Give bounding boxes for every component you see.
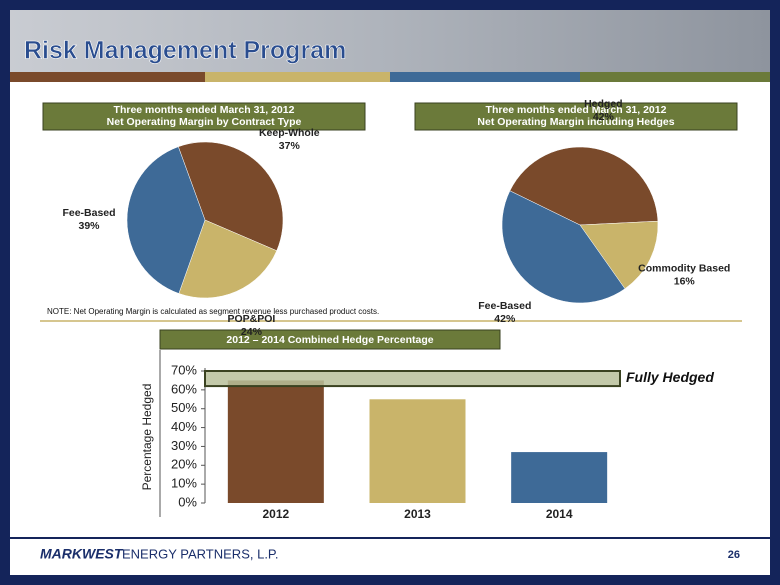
slice-value: 39% <box>78 220 100 232</box>
stripe <box>580 72 770 82</box>
annotation: Fully Hedged <box>626 369 714 385</box>
bar <box>511 452 608 503</box>
y-tick-label: 70% <box>171 362 197 377</box>
pie-slice <box>509 146 659 226</box>
x-tick-label: 2013 <box>404 507 431 521</box>
x-tick-label: 2012 <box>262 507 289 521</box>
company: ENERGY PARTNERS, L.P. <box>122 546 279 561</box>
logo: MARKWEST <box>40 546 124 562</box>
slice-value: 42% <box>494 313 516 325</box>
chart-title: Three months ended March 31, 2012 <box>114 104 295 116</box>
slice-value: 37% <box>279 140 301 152</box>
fully-hedged-band <box>204 370 621 388</box>
bar <box>227 380 324 503</box>
chart-subtitle: Net Operating Margin including Hedges <box>477 116 674 128</box>
pie-slice <box>178 141 284 252</box>
footer-bg <box>10 538 770 575</box>
y-axis-label: Percentage Hedged <box>140 384 154 491</box>
page-number: 26 <box>728 549 740 561</box>
y-tick-label: 40% <box>171 419 197 434</box>
pie-slice <box>579 220 659 290</box>
note: NOTE: Net Operating Margin is calculated… <box>47 307 379 316</box>
header-bg <box>10 10 770 72</box>
y-tick-label: 0% <box>178 494 197 509</box>
y-tick-label: 30% <box>171 438 197 453</box>
stripe <box>205 72 390 82</box>
x-tick-label: 2014 <box>546 507 573 521</box>
chart-subtitle: Net Operating Margin by Contract Type <box>107 116 302 128</box>
slice-value: 42% <box>593 111 615 123</box>
y-tick-label: 20% <box>171 457 197 472</box>
chart-title: Three months ended March 31, 2012 <box>486 104 667 116</box>
slice-label: Fee-Based <box>478 300 531 312</box>
y-tick-label: 10% <box>171 476 197 491</box>
y-tick-label: 60% <box>171 381 197 396</box>
slice-label: Keep-Whole <box>259 127 320 139</box>
bar <box>369 399 466 503</box>
title-box <box>42 102 366 131</box>
slice-value: 16% <box>674 276 696 288</box>
pie-slice <box>126 146 206 294</box>
title-box <box>159 329 501 350</box>
page-title: Risk Management Program <box>24 37 346 65</box>
slice-label: Hedged <box>584 98 623 110</box>
stripe <box>390 72 580 82</box>
y-tick-label: 50% <box>171 400 197 415</box>
slice-label: Commodity Based <box>638 263 730 275</box>
pie-slice <box>178 219 278 299</box>
chart-title: 2012 – 2014 Combined Hedge Percentage <box>226 334 433 346</box>
slice-value: 24% <box>241 326 263 338</box>
slice-label: POP&POI <box>228 313 276 325</box>
pie-slice <box>501 190 626 304</box>
title-box <box>414 102 738 131</box>
slice-label: Fee-Based <box>62 207 115 219</box>
stripe <box>10 72 205 82</box>
